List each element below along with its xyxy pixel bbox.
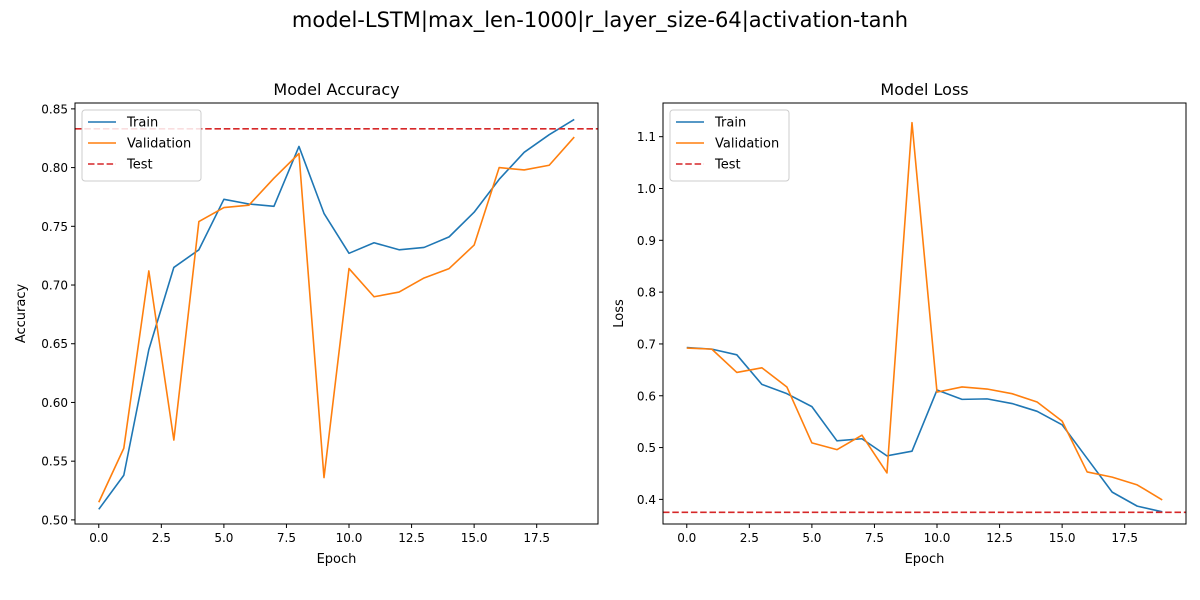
accuracy-ytick-label-4: 0.70 bbox=[41, 279, 68, 293]
loss-validation-point-13 bbox=[1011, 393, 1013, 395]
loss-series-train bbox=[686, 346, 1163, 513]
loss-series-validation bbox=[686, 121, 1163, 501]
loss-train-point-5 bbox=[811, 406, 813, 408]
loss-validation-point-16 bbox=[1086, 471, 1088, 473]
loss-validation-point-6 bbox=[836, 449, 838, 451]
loss-xtick-label-5: 12.5 bbox=[986, 531, 1013, 545]
loss-train-point-13 bbox=[1011, 403, 1013, 405]
accuracy-ytick-label-5: 0.75 bbox=[41, 220, 68, 234]
loss-validation-point-18 bbox=[1136, 484, 1138, 486]
accuracy-xtick-label-4: 10.0 bbox=[336, 531, 363, 545]
loss-validation-point-11 bbox=[961, 386, 963, 388]
loss-validation-point-1 bbox=[711, 348, 713, 350]
accuracy-xlabel: Epoch bbox=[317, 552, 357, 567]
accuracy-ytick-label-6: 0.80 bbox=[41, 161, 68, 175]
loss-validation-point-12 bbox=[986, 388, 988, 390]
accuracy-ytick-label-1: 0.55 bbox=[41, 455, 68, 469]
accuracy-title: Model Accuracy bbox=[273, 80, 399, 99]
loss-validation-point-8 bbox=[886, 472, 888, 474]
accuracy-xtick-label-3: 7.5 bbox=[277, 531, 296, 545]
loss-xtick-label-1: 2.5 bbox=[740, 531, 759, 545]
accuracy-ytick-label-2: 0.60 bbox=[41, 396, 68, 410]
loss-train-point-18 bbox=[1136, 505, 1138, 507]
accuracy-axes-frame bbox=[74, 102, 599, 525]
loss-validation-point-5 bbox=[811, 442, 813, 444]
loss-ylabel: Loss bbox=[612, 299, 627, 328]
accuracy-xtick-label-5: 12.5 bbox=[398, 531, 425, 545]
loss-validation-point-9 bbox=[911, 122, 913, 124]
loss-validation-point-14 bbox=[1036, 401, 1038, 403]
loss-ytick-label-4: 0.8 bbox=[637, 286, 656, 300]
loss-ytick-label-7: 1.1 bbox=[637, 130, 656, 144]
loss-xlabel: Epoch bbox=[905, 552, 945, 567]
loss-validation-point-15 bbox=[1061, 420, 1063, 422]
accuracy-series-train bbox=[98, 118, 575, 510]
loss-xtick-label-2: 5.0 bbox=[802, 531, 821, 545]
loss-train-point-3 bbox=[761, 384, 763, 386]
loss-xtick-label-6: 15.0 bbox=[1049, 531, 1076, 545]
loss-legend-label-validation: Validation bbox=[715, 137, 779, 152]
loss-ytick-label-2: 0.6 bbox=[637, 389, 656, 403]
accuracy-ylabel: Accuracy bbox=[14, 284, 29, 344]
accuracy-legend-label-train: Train bbox=[126, 116, 158, 131]
loss-validation-point-4 bbox=[786, 386, 788, 388]
loss-train-point-2 bbox=[736, 354, 738, 356]
loss-xtick-label-4: 10.0 bbox=[924, 531, 951, 545]
loss-validation-point-7 bbox=[861, 434, 863, 436]
accuracy-xtick-label-2: 5.0 bbox=[214, 531, 233, 545]
loss-train-point-17 bbox=[1111, 491, 1113, 493]
loss-validation-point-19 bbox=[1161, 499, 1163, 501]
accuracy-xtick-label-7: 17.5 bbox=[523, 531, 550, 545]
loss-xtick-label-7: 17.5 bbox=[1111, 531, 1138, 545]
loss-train-point-15 bbox=[1061, 424, 1063, 426]
loss-legend-label-train: Train bbox=[714, 116, 746, 131]
loss-train-point-4 bbox=[786, 393, 788, 395]
accuracy-legend-label-validation: Validation bbox=[127, 137, 191, 152]
loss-xtick-label-0: 0.0 bbox=[677, 531, 696, 545]
loss-validation-point-10 bbox=[936, 391, 938, 393]
loss-train-point-11 bbox=[961, 399, 963, 401]
loss-train-point-9 bbox=[911, 450, 913, 452]
loss-validation-point-2 bbox=[736, 372, 738, 374]
accuracy-ytick-label-3: 0.65 bbox=[41, 337, 68, 351]
loss-legend: Train Validation Test bbox=[669, 109, 790, 182]
accuracy-xtick-label-1: 2.5 bbox=[152, 531, 171, 545]
loss-xtick-label-3: 7.5 bbox=[865, 531, 884, 545]
loss-train-point-14 bbox=[1036, 411, 1038, 413]
loss-validation-point-3 bbox=[761, 367, 763, 369]
accuracy-legend-label-test: Test bbox=[126, 158, 153, 173]
loss-ytick-label-1: 0.5 bbox=[637, 441, 656, 455]
loss-ytick-label-6: 1.0 bbox=[637, 182, 656, 196]
loss-legend-label-test: Test bbox=[714, 158, 741, 173]
loss-axes-frame bbox=[662, 102, 1187, 525]
loss-train-point-12 bbox=[986, 398, 988, 400]
loss-train-point-16 bbox=[1086, 458, 1088, 460]
loss-ytick-label-0: 0.4 bbox=[637, 493, 656, 507]
loss-title: Model Loss bbox=[880, 80, 968, 99]
loss-validation-point-17 bbox=[1111, 476, 1113, 478]
loss-train-point-6 bbox=[836, 440, 838, 442]
accuracy-xtick-label-6: 15.0 bbox=[461, 531, 488, 545]
loss-train-point-7 bbox=[861, 438, 863, 440]
accuracy-ytick-label-7: 0.85 bbox=[41, 102, 68, 116]
loss-ytick-label-5: 0.9 bbox=[637, 234, 656, 248]
accuracy-legend: Train Validation Test bbox=[81, 109, 202, 182]
figure-suptitle: model-LSTM|max_len-1000|r_layer_size-64|… bbox=[291, 8, 909, 32]
accuracy-ytick-label-0: 0.50 bbox=[41, 513, 68, 527]
loss-validation-point-0 bbox=[686, 347, 688, 349]
accuracy-xtick-label-0: 0.0 bbox=[89, 531, 108, 545]
loss-ytick-label-3: 0.7 bbox=[637, 337, 656, 351]
accuracy-series-validation bbox=[98, 136, 575, 503]
